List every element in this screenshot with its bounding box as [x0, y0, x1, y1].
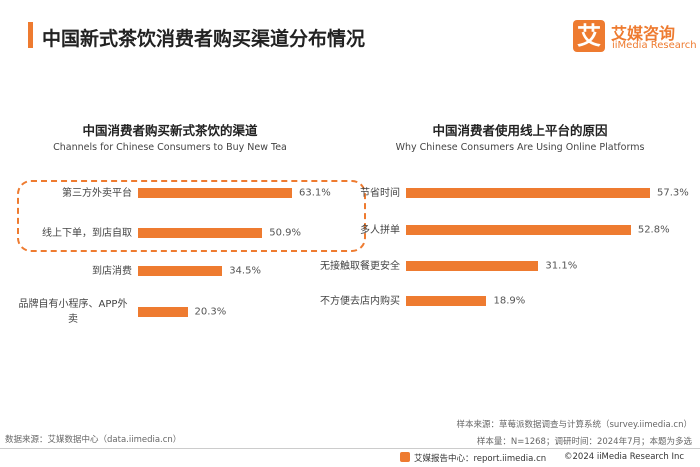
category-label: 品牌自有小程序、APP外卖 [7, 296, 132, 328]
category-label: 线上下单，到店自取 [7, 217, 132, 249]
category-label: 不方便去店内购买 [275, 285, 400, 317]
category-text: 节省时间 [360, 187, 400, 199]
category-text: 品牌自有小程序、APP外卖 [18, 299, 128, 325]
footer-rule [0, 448, 700, 449]
category-label: 节省时间 [275, 177, 400, 209]
sample-source: 样本来源：草莓派数据调查与计算系统（survey.iimedia.cn） [456, 420, 692, 430]
category-text: 无接触取餐更安全 [320, 260, 400, 272]
value-label: 18.9% [493, 295, 526, 307]
data-source: 数据来源：艾媒数据中心（data.iimedia.cn） [5, 435, 182, 445]
value-label: 57.3% [657, 187, 689, 199]
chart-subtitle: Channels for Chinese Consumers to Buy Ne… [53, 142, 287, 153]
footer-logo [400, 452, 410, 462]
category-text: 多人拼单 [360, 224, 400, 236]
bar [406, 296, 487, 306]
chart-title: 中国消费者购买新式茶饮的渠道 [82, 123, 258, 138]
bar [406, 225, 631, 235]
highlight-box [17, 180, 366, 252]
value-label: 63.1% [299, 187, 331, 199]
value-label: 31.1% [545, 260, 578, 272]
bar [138, 228, 263, 238]
page-title: 中国新式茶饮消费者购买渠道分布情况 [42, 28, 366, 50]
category-text: 到店消费 [92, 265, 132, 277]
category-label: 无接触取餐更安全 [275, 250, 400, 282]
report-center: 艾媒报告中心：report.iimedia.cn [414, 454, 547, 464]
bar [406, 261, 539, 271]
category-text: 不方便去店内购买 [320, 295, 400, 307]
chart-title: 中国消费者使用线上平台的原因 [432, 123, 608, 138]
category-label: 到店消费 [7, 255, 132, 287]
sample-info: 样本量：N=1268；调研时间：2024年7月；本题为多选 [476, 437, 692, 447]
logo-mark: 艾 [573, 20, 605, 52]
category-label: 第三方外卖平台 [7, 177, 132, 209]
value-label: 52.8% [637, 224, 670, 236]
bar [138, 266, 223, 276]
bar [406, 188, 650, 198]
logo-en: iiMedia Research [612, 40, 697, 51]
chart-subtitle: Why Chinese Consumers Are Using Online P… [395, 142, 645, 153]
bar [138, 188, 292, 198]
bar [138, 307, 188, 317]
value-label: 20.3% [194, 306, 227, 318]
copyright: ©2024 iiMedia Research Inc [564, 452, 685, 462]
value-label: 34.5% [229, 265, 261, 277]
title-accent [28, 22, 33, 48]
category-text: 第三方外卖平台 [62, 187, 132, 199]
category-text: 线上下单，到店自取 [42, 227, 132, 239]
category-label: 多人拼单 [275, 214, 400, 246]
value-label: 50.9% [269, 227, 301, 239]
logo-cn: 艾媒咨询 [611, 24, 676, 43]
